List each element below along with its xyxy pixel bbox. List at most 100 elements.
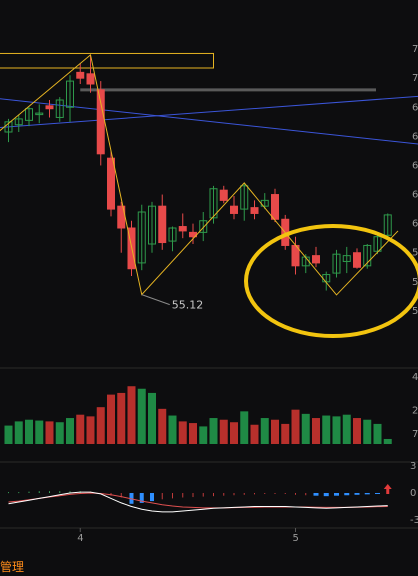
candle-body	[55, 99, 64, 118]
axis-labels: 7 7 6 6 6 6 6 5 5 5 4 2 7 3 0 -3 4 5	[0, 44, 418, 544]
volume-bar-27	[281, 423, 290, 444]
macd-bar-21	[223, 493, 225, 496]
candle-body	[230, 205, 238, 214]
candle-2	[25, 107, 33, 127]
trendline-1	[0, 98, 418, 145]
candle-23	[240, 182, 249, 221]
volume-bar-6	[66, 418, 74, 444]
macd-tick-1: 0	[410, 488, 416, 499]
volume-bar-0	[4, 425, 13, 444]
candle-13	[137, 204, 146, 271]
manage-label[interactable]: 管理	[0, 560, 25, 574]
candle-body	[373, 236, 382, 252]
candle-body	[137, 211, 146, 264]
volume-bar-8	[86, 416, 95, 444]
macd-bar-27	[284, 493, 286, 494]
candle-15	[158, 194, 167, 250]
macd-bar-16	[172, 493, 173, 499]
candle-36	[373, 235, 382, 255]
candle-6	[66, 75, 74, 122]
volume-bar-2	[25, 419, 33, 444]
candle-35	[363, 244, 372, 269]
candle-20	[209, 185, 218, 224]
macd-bar-1	[18, 492, 20, 494]
macd-bar-33	[344, 493, 350, 496]
candle-body	[271, 194, 279, 220]
candle-3	[35, 104, 44, 124]
candle-body	[312, 255, 320, 264]
macd-bar-32	[334, 493, 339, 496]
low-leader-line	[141, 294, 170, 306]
candle-body	[25, 108, 33, 121]
volume-bar-21	[219, 419, 228, 444]
volume-bar-14	[148, 392, 156, 444]
candle-body	[209, 188, 218, 219]
candle-body	[66, 80, 74, 108]
volume-bar-4	[45, 421, 54, 444]
volume-bar-31	[322, 415, 331, 444]
candle-33	[342, 246, 351, 274]
candle-body	[250, 207, 259, 214]
annotation-circle	[244, 224, 418, 338]
zigzag-line	[0, 53, 399, 296]
volume-bar-12	[127, 386, 136, 444]
volume-bar-20	[209, 418, 218, 444]
candle-32	[332, 249, 341, 278]
price-tick-8: 5	[412, 277, 418, 288]
candle-body	[86, 73, 95, 85]
volume-bar-35	[363, 419, 372, 444]
candle-7	[76, 63, 85, 84]
price-tick-0: 7	[412, 44, 418, 55]
macd-bar-13	[139, 493, 144, 503]
macd-tick-0: 3	[410, 461, 416, 472]
macd-bar-24	[254, 493, 255, 495]
volume-bar-1	[14, 421, 23, 444]
candle-10	[107, 150, 115, 217]
macd-panel	[8, 484, 392, 513]
volume-bar-11	[117, 392, 126, 444]
volume-bar-17	[178, 421, 187, 444]
candle-19	[199, 212, 208, 242]
price-panel: 55.12	[0, 52, 418, 338]
candle-34	[353, 248, 361, 269]
trendline-2	[0, 95, 418, 129]
volume-panel	[4, 386, 392, 444]
macd-bar-31	[323, 493, 329, 497]
volume-bar-26	[271, 419, 279, 444]
price-tick-3: 6	[412, 131, 418, 142]
macd-up-arrow	[383, 484, 392, 494]
price-tick-9: 5	[412, 306, 418, 317]
volume-bar-5	[55, 422, 64, 444]
candle-body	[148, 205, 156, 245]
macd-bar-34	[354, 493, 360, 495]
candle-body	[35, 112, 44, 116]
candle-body	[107, 157, 115, 210]
candle-body	[342, 255, 351, 262]
macd-bar-11	[120, 493, 122, 498]
candle-body	[96, 89, 105, 155]
candle-body	[240, 185, 249, 210]
macd-bar-15	[161, 493, 163, 500]
macd-bar-23	[243, 493, 245, 495]
candle-body	[168, 227, 177, 242]
candle-body	[332, 253, 341, 274]
volume-bar-30	[312, 418, 320, 444]
volume-bar-25	[260, 418, 269, 444]
macd-bar-17	[182, 493, 184, 498]
candle-body	[219, 189, 228, 201]
volume-bar-16	[168, 415, 177, 444]
candle-body	[178, 226, 187, 232]
candle-1	[14, 114, 23, 132]
candle-5	[55, 97, 64, 122]
price-tick-5: 6	[412, 190, 418, 201]
macd-bar-28	[295, 493, 296, 495]
candle-26	[271, 188, 279, 223]
volume-bar-33	[342, 414, 351, 444]
candle-21	[219, 185, 228, 204]
candle-0	[4, 118, 13, 143]
macd-bar-14	[150, 493, 154, 502]
price-tick-7: 5	[412, 248, 418, 259]
volume-bar-29	[301, 413, 310, 444]
volume-bar-36	[373, 423, 382, 444]
